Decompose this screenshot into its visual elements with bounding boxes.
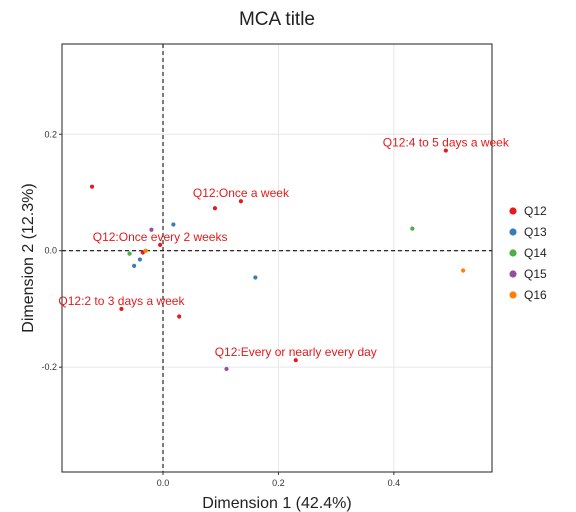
grid xyxy=(62,44,492,472)
legend-key-q13 xyxy=(509,228,517,236)
y-tick-label: -0.2 xyxy=(41,362,57,372)
x-tick-label: 0.0 xyxy=(157,478,170,488)
legend-key-q15 xyxy=(509,270,517,278)
point-q14 xyxy=(410,226,415,231)
point-q13 xyxy=(171,222,176,227)
y-tick-label: 0.2 xyxy=(44,129,57,139)
point-label: Q12:4 to 5 days a week xyxy=(383,136,510,150)
point-q13 xyxy=(132,263,137,268)
legend-label: Q14 xyxy=(524,246,547,260)
legend-key-q14 xyxy=(509,249,517,257)
point-labels: Q12:4 to 5 days a week Q12:Once a week Q12… xyxy=(58,136,509,360)
plot-panel xyxy=(61,43,493,473)
y-axis-title: Dimension 2 (12.3%) xyxy=(20,183,37,332)
legend-key-q12 xyxy=(509,207,517,215)
reference-lines xyxy=(62,44,492,472)
x-tick-label: 0.4 xyxy=(388,478,401,488)
point-q12 xyxy=(89,184,95,189)
point-q16 xyxy=(461,268,466,273)
x-axis-title: Dimension 1 (42.4%) xyxy=(202,495,351,512)
point-q15 xyxy=(224,366,229,372)
data-points xyxy=(89,148,466,372)
x-tick-label: 0.2 xyxy=(272,478,285,488)
point-q12 xyxy=(443,148,448,153)
point-label: Q12:Every or nearly every day xyxy=(215,345,377,359)
legend-label: Q15 xyxy=(524,267,547,281)
point-q12 xyxy=(212,206,218,211)
chart-title: MCA title xyxy=(239,9,315,30)
point-q12 xyxy=(238,199,244,204)
point-label: Q12:2 to 3 days a week xyxy=(58,294,185,308)
point-q12 xyxy=(119,306,124,312)
point-q13 xyxy=(137,257,143,262)
point-q12 xyxy=(293,358,298,363)
y-tick-label: 0.0 xyxy=(44,246,57,256)
point-q16 xyxy=(143,248,148,253)
point-q14 xyxy=(127,251,132,256)
legend-label: Q12 xyxy=(524,204,547,218)
legend-key-q16 xyxy=(509,291,517,299)
axis-ticks: 0.0 0.2 0.4 -0.2 0.0 0.2 xyxy=(41,129,400,488)
legend-label: Q16 xyxy=(524,288,547,302)
point-label: Q12:Once every 2 weeks xyxy=(93,230,228,244)
point-q15 xyxy=(149,227,154,232)
point-label: Q12:Once a week xyxy=(193,186,290,200)
point-q12 xyxy=(158,242,163,247)
legend-label: Q13 xyxy=(524,225,547,239)
point-q13 xyxy=(253,275,258,280)
point-q12 xyxy=(177,314,182,319)
legend: Q12 Q13 Q14 Q15 Q16 xyxy=(509,204,547,302)
